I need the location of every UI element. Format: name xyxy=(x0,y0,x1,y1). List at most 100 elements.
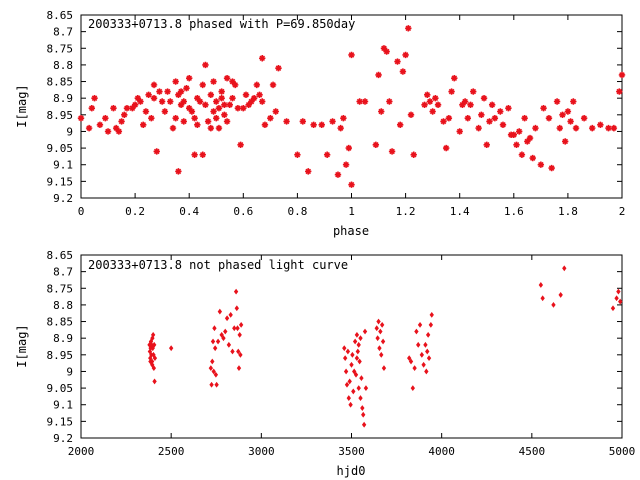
unphased-data-point xyxy=(362,328,368,335)
phased-data-point xyxy=(115,128,123,135)
unphased-data-point xyxy=(150,331,156,338)
phased-data-point xyxy=(118,118,125,125)
unphased-data-point xyxy=(374,325,379,332)
phased-data-point xyxy=(259,55,266,62)
unphased-y-tick-label: 8.65 xyxy=(47,249,74,262)
unphased-data-point xyxy=(345,348,351,355)
phased-data-point xyxy=(204,118,212,125)
phased-data-point xyxy=(610,124,618,132)
phased-data-point xyxy=(570,98,577,105)
phased-data-point xyxy=(464,114,472,122)
unphased-data-point xyxy=(217,308,223,315)
phased-data-point xyxy=(540,104,547,112)
phased-data-point xyxy=(213,98,220,105)
unphased-data-point xyxy=(417,321,423,328)
phased-data-point xyxy=(158,98,166,105)
phased-data-point xyxy=(91,94,98,102)
phased-data-point xyxy=(259,98,266,105)
phased-data-point xyxy=(196,98,204,105)
unphased-data-point xyxy=(210,338,216,345)
phased-data-point xyxy=(183,85,190,92)
phased-y-tick-label: 9 xyxy=(66,125,73,138)
unphased-x-tick-label: 5000 xyxy=(609,445,636,458)
phased-data-point xyxy=(440,118,447,125)
phased-data-point xyxy=(548,164,555,172)
unphased-data-point xyxy=(236,348,241,355)
phased-data-point xyxy=(180,98,187,105)
phased-data-point xyxy=(561,138,569,145)
phased-data-point xyxy=(167,98,174,105)
phased-data-point xyxy=(524,138,531,145)
unphased-data-point xyxy=(352,368,357,375)
phased-data-point xyxy=(194,94,201,102)
unphased-data-point xyxy=(359,375,364,382)
unphased-data-point xyxy=(348,401,353,408)
unphased-data-point xyxy=(376,318,381,325)
unphased-data-point xyxy=(148,358,153,365)
phased-data-point xyxy=(186,104,193,112)
phased-data-point xyxy=(145,91,152,99)
phased-data-point xyxy=(129,104,136,112)
unphased-data-point xyxy=(230,348,235,355)
unphased-data-point xyxy=(151,365,157,372)
phased-data-point xyxy=(202,61,209,69)
unphased-data-point xyxy=(380,338,386,345)
phased-data-point xyxy=(526,134,534,142)
unphased-y-tick-label: 8.7 xyxy=(53,266,73,279)
phased-data-point xyxy=(175,168,182,175)
phased-data-point xyxy=(234,104,242,112)
unphased-data-point xyxy=(354,355,360,362)
phased-data-point xyxy=(497,108,504,115)
unphased-data-point xyxy=(356,341,361,348)
phased-data-point xyxy=(218,94,225,102)
unphased-data-point xyxy=(350,351,355,358)
phased-data-point xyxy=(213,114,220,122)
phased-data-point xyxy=(475,124,482,132)
unphased-data-point xyxy=(614,295,619,302)
unphased-data-point xyxy=(378,328,383,335)
phased-data-point xyxy=(597,121,604,128)
phased-x-tick-label: 0.6 xyxy=(233,205,253,218)
phased-y-tick-label: 8.85 xyxy=(47,76,74,89)
unphased-y-tick-label: 9.05 xyxy=(47,382,74,395)
phased-data-point xyxy=(137,98,144,105)
phased-data-point xyxy=(102,114,109,122)
phased-data-point xyxy=(405,25,412,32)
phased-data-point xyxy=(342,161,350,168)
unphased-data-point xyxy=(353,371,359,378)
phased-data-point xyxy=(180,118,187,125)
phased-data-point xyxy=(207,124,215,132)
phased-data-point xyxy=(491,114,499,122)
unphased-y-tick-label: 9.1 xyxy=(53,399,73,412)
phased-x-tick-label: 1.4 xyxy=(450,205,470,218)
unphased-x-tick-label: 2500 xyxy=(158,445,185,458)
unphased-data-point xyxy=(346,395,351,401)
phased-data-point xyxy=(434,101,442,109)
unphased-data-point xyxy=(551,302,556,308)
phased-data-point xyxy=(150,81,158,89)
phased-data-point xyxy=(480,94,488,102)
phased-y-axis-title: I[mag] xyxy=(15,84,29,127)
unphased-data-point xyxy=(168,345,174,352)
phased-x-tick-label: 1.6 xyxy=(504,205,524,218)
phased-x-tick-label: 0.2 xyxy=(125,205,145,218)
phased-data-point xyxy=(283,118,290,125)
unphased-y-tick-label: 9.15 xyxy=(47,415,74,428)
unphased-data-point xyxy=(425,348,430,355)
unphased-x-tick-label: 3000 xyxy=(248,445,275,458)
unphased-data-point xyxy=(234,305,239,312)
unphased-data-point xyxy=(540,295,545,302)
unphased-y-axis-title: I[mag] xyxy=(15,324,29,367)
phased-data-point xyxy=(521,114,528,122)
unphased-data-point xyxy=(213,371,219,378)
phased-data-point xyxy=(153,148,160,155)
phased-y-tick-label: 8.8 xyxy=(53,59,73,72)
unphased-data-point xyxy=(424,368,429,375)
phased-data-point xyxy=(221,111,228,119)
phased-data-point xyxy=(556,124,563,132)
phased-data-point xyxy=(175,91,182,99)
unphased-y-tick-label: 8.75 xyxy=(47,282,74,295)
phased-data-point xyxy=(134,94,142,102)
unphased-data-point xyxy=(428,321,434,328)
unphased-data-point xyxy=(238,321,244,328)
